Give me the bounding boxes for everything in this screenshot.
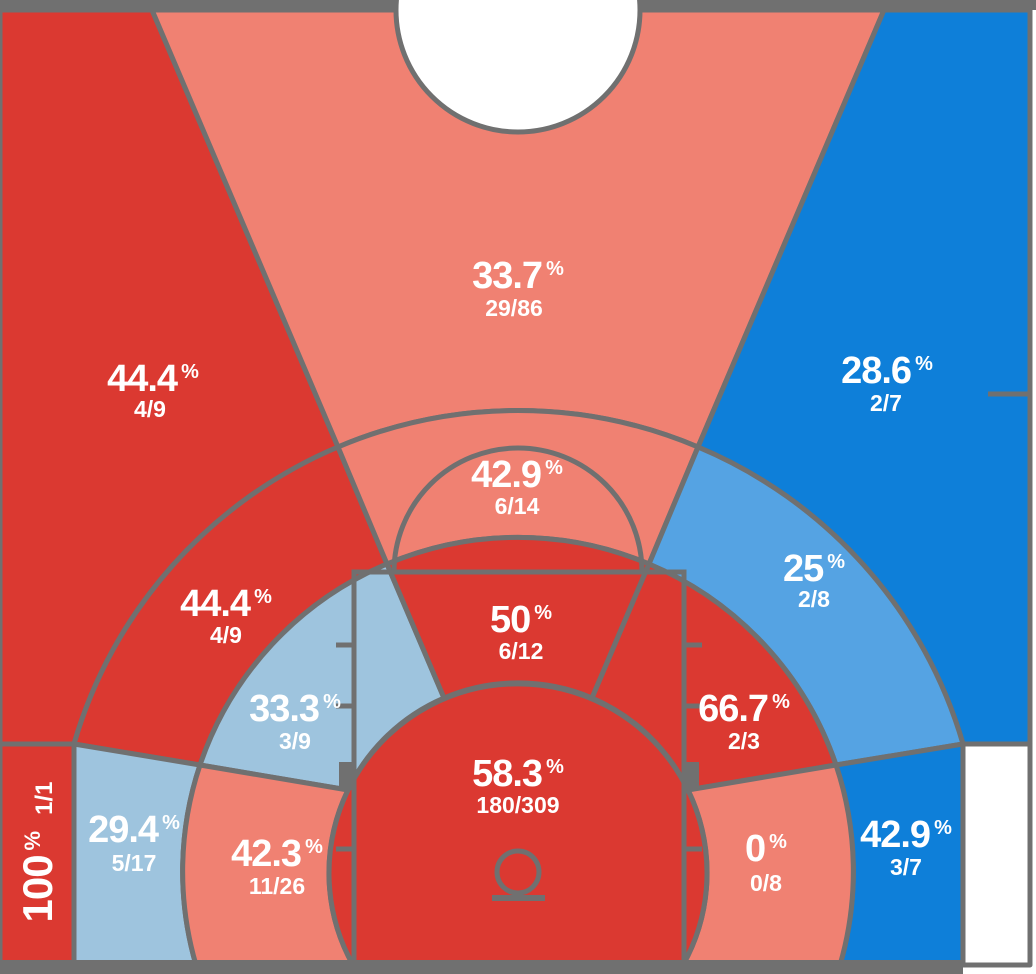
zone-left-baseline-far-midrange-fraction: 5/17 [112,850,157,876]
zone-top-of-key-midrange-pct: 42.9% [471,454,563,496]
zone-top-of-key-midrange-fraction: 6/14 [495,493,540,519]
zone-right-baseline-far-midrange-fraction: 3/7 [890,854,922,880]
center-circle [393,0,643,135]
zone-left-wing-three-pct: 44.4% [107,358,199,400]
zone-right-corner-three-label: None [981,828,1012,898]
zone-restricted-area-region [326,681,710,968]
lane-block-right [684,762,699,790]
zone-right-baseline-near-midrange-pct: 0% [745,828,787,870]
zone-left-baseline-near-midrange-pct: 42.3% [231,833,323,875]
zone-upper-paint-pct: 50% [490,599,552,641]
zone-top-center-three-pct: 33.7% [472,255,564,297]
zone-restricted-area-pct: 58.3% [472,753,564,795]
zone-left-elbow-low-midrange-pct: 33.3% [249,688,341,730]
zone-top-center-three-fraction: 29/86 [485,295,543,321]
zone-left-baseline-far-midrange-pct: 29.4% [88,809,180,851]
zone-right-wing-three-pct: 28.6% [841,350,933,392]
baseline-bar [0,960,963,974]
lane-hash-marks [336,642,702,852]
zone-right-elbow-low-midrange-pct: 66.7% [698,688,790,730]
zone-left-wing-three-fraction: 4/9 [134,396,166,422]
zone-left-corner-three-region [0,741,77,968]
zone-left-corner-three-label: 100%1/1 [14,781,61,922]
zone-left-wing-midrange-pct: 44.4% [180,583,272,625]
zone-left-elbow-low-midrange-fraction: 3/9 [279,728,311,754]
zone-left-baseline-near-midrange-fraction: 11/26 [249,873,305,899]
zone-labels: 44.4% 4/9 33.7% 29/86 28.6% 2/7 100%1/1 … [14,255,1012,923]
free-throw-circle-arc [391,445,645,573]
zone-right-baseline-far-midrange-pct: 42.9% [860,814,952,856]
zone-right-wing-midrange-pct: 25% [783,548,845,590]
zone-right-wing-midrange-fraction: 2/8 [798,586,830,612]
zone-regions [0,7,1033,968]
zone-right-baseline-near-midrange-fraction: 0/8 [750,870,782,896]
zone-right-wing-three-fraction: 2/7 [870,390,902,416]
rim-circle [494,848,542,896]
lane-block-left [339,762,354,790]
zone-upper-paint-fraction: 6/12 [499,638,544,664]
zone-left-wing-midrange-fraction: 4/9 [210,622,242,648]
zone-right-elbow-low-midrange-fraction: 2/3 [728,728,760,754]
zone-restricted-area-fraction: 180/309 [476,792,559,818]
